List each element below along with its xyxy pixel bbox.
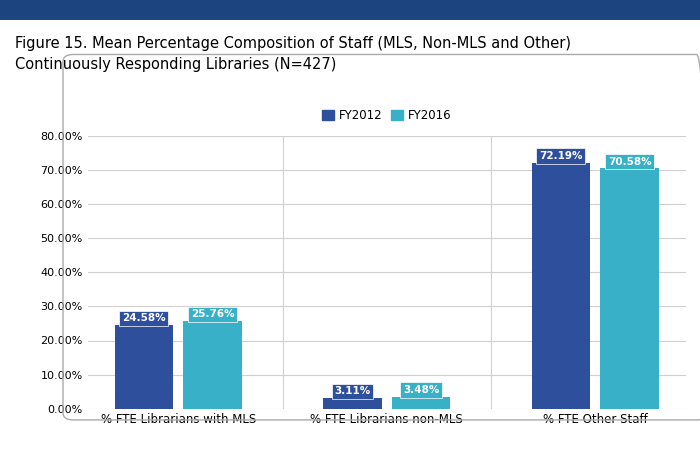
Bar [601,168,659,409]
Bar [323,398,382,409]
Text: Figure 15. Mean Percentage Composition of Staff (MLS, Non-MLS and Other): Figure 15. Mean Percentage Composition o… [15,36,571,51]
Text: 3.11%: 3.11% [334,386,370,396]
Bar [183,321,242,409]
Legend: FY2012, FY2016: FY2012, FY2016 [317,104,456,126]
Text: Continuously Responding Libraries (N=427): Continuously Responding Libraries (N=427… [15,57,337,72]
Text: 25.76%: 25.76% [191,309,235,319]
Text: 70.58%: 70.58% [608,157,652,167]
Text: 24.58%: 24.58% [122,313,166,323]
Bar [392,397,450,409]
Text: 3.48%: 3.48% [403,385,440,395]
Bar [115,325,173,409]
Bar [531,163,590,409]
Text: 72.19%: 72.19% [539,151,582,161]
